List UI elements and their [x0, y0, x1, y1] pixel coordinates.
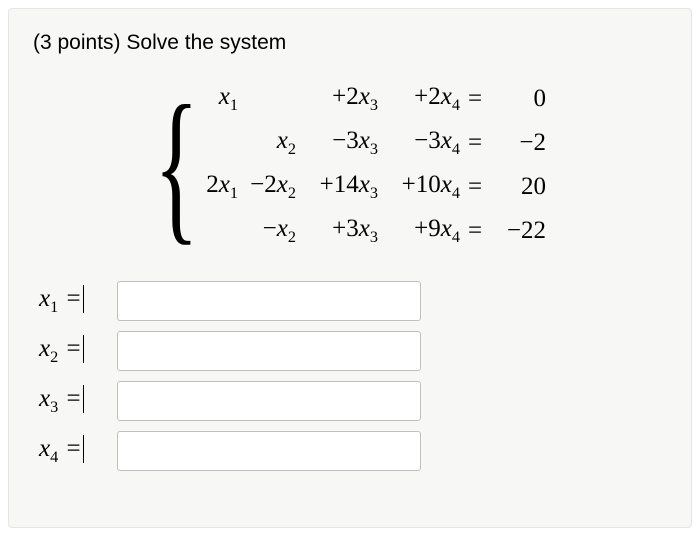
instruction-text: Solve the system — [126, 31, 286, 54]
eq1-rhs: 0 — [490, 85, 546, 113]
eq3-eq: = — [460, 173, 490, 201]
eq1-c4: +2x4 — [378, 83, 460, 115]
eq2-c2: x2 — [238, 127, 296, 159]
eq4-c3: +3x3 — [296, 215, 378, 247]
eq4-rhs: −22 — [490, 217, 546, 245]
eq2-c3: −3x3 — [296, 127, 378, 159]
answer-label-x1: x1 = — [39, 285, 113, 317]
eq2-c4: −3x4 — [378, 127, 460, 159]
eq3-c3: +14x3 — [296, 171, 378, 203]
system-display: { x1 +2x3 +2x4 = 0 x2 −3x3 −3x4 = −2 2x1… — [33, 83, 667, 247]
answers-block: x1 = x2 = x3 = x4 = — [39, 281, 667, 471]
eq3-c4: +10x4 — [378, 171, 460, 203]
left-brace-glyph: { — [154, 83, 168, 247]
equation-grid: x1 +2x3 +2x4 = 0 x2 −3x3 −3x4 = −2 2x1 −… — [186, 83, 546, 247]
eq2-eq: = — [460, 129, 490, 157]
answer-label-x4: x4 = — [39, 435, 113, 467]
eq4-c4: +9x4 — [378, 215, 460, 247]
answer-input-x1[interactable] — [117, 281, 421, 321]
answer-row-x3: x3 = — [39, 381, 667, 421]
answer-row-x1: x1 = — [39, 281, 667, 321]
points-text: (3 points) — [33, 31, 121, 54]
answer-input-x2[interactable] — [117, 331, 421, 371]
eq4-c2: −x2 — [238, 215, 296, 247]
answer-label-x2: x2 = — [39, 335, 113, 367]
answer-row-x2: x2 = — [39, 331, 667, 371]
eq3-rhs: 20 — [490, 173, 546, 201]
answer-input-x4[interactable] — [117, 431, 421, 471]
eq4-eq: = — [460, 217, 490, 245]
question-panel: (3 points) Solve the system { x1 +2x3 +2… — [8, 8, 692, 528]
eq2-rhs: −2 — [490, 129, 546, 157]
eq1-eq: = — [460, 85, 490, 113]
answer-label-x3: x3 = — [39, 385, 113, 417]
prompt-line: (3 points) Solve the system — [33, 31, 667, 55]
answer-row-x4: x4 = — [39, 431, 667, 471]
eq1-c3: +2x3 — [296, 83, 378, 115]
eq3-c2: −2x2 — [238, 171, 296, 203]
system-wrap: { x1 +2x3 +2x4 = 0 x2 −3x3 −3x4 = −2 2x1… — [154, 83, 546, 247]
answer-input-x3[interactable] — [117, 381, 421, 421]
